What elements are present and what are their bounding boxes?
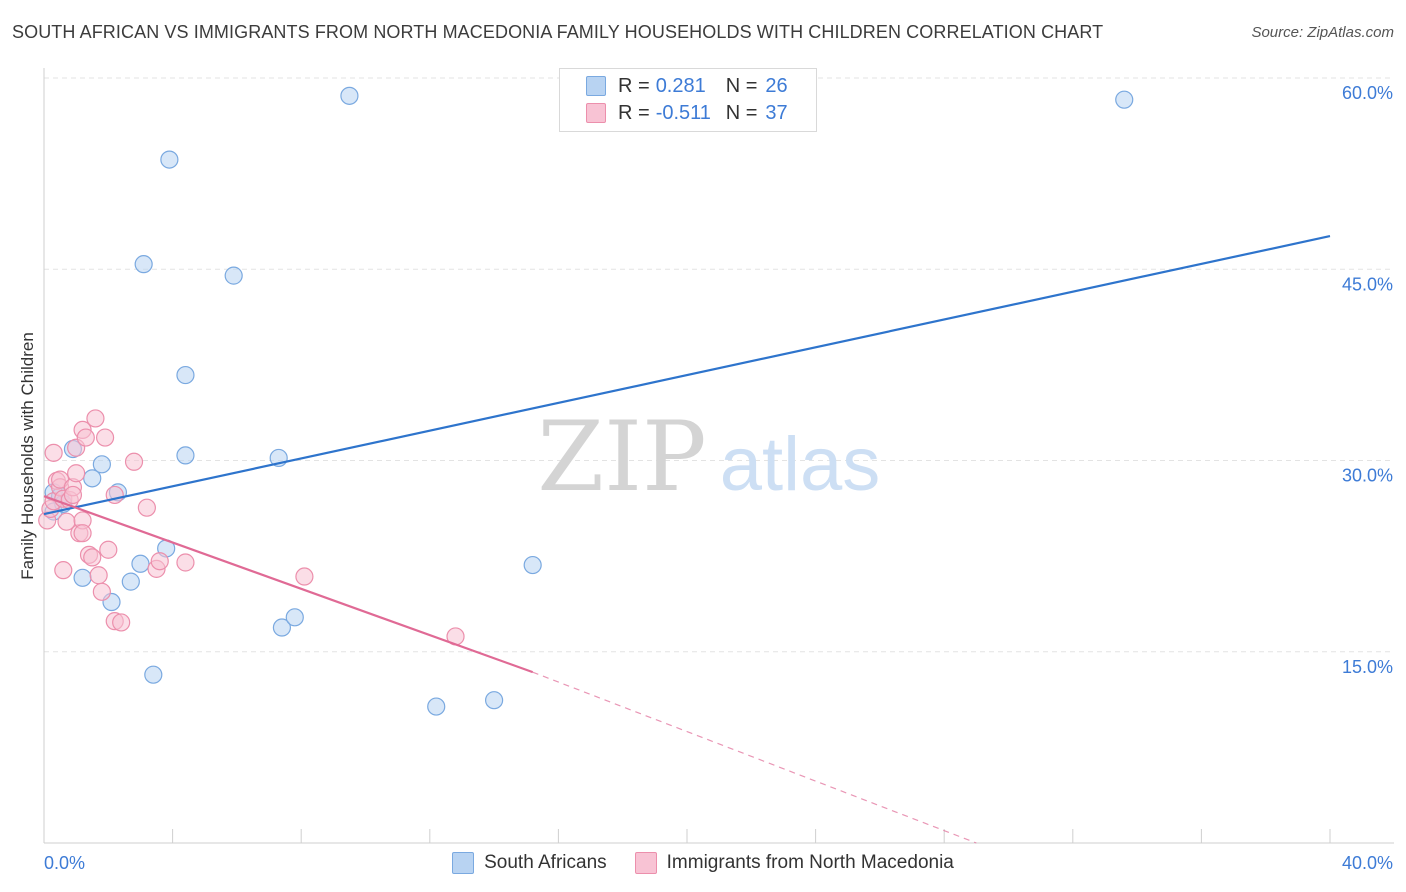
north-macedonia-point — [73, 524, 92, 543]
north-macedonia-point — [124, 452, 144, 471]
grid-lines — [44, 77, 1394, 653]
south-african-point — [144, 665, 163, 684]
chart-title: SOUTH AFRICAN VS IMMIGRANTS FROM NORTH M… — [12, 22, 1104, 42]
legend-n-label: N = — [725, 101, 758, 124]
legend-label: Immigrants from North Macedonia — [666, 852, 954, 873]
south-african-point — [134, 255, 153, 274]
south-african-trend-line — [43, 235, 1331, 516]
legend-n-value: 37 — [765, 101, 788, 124]
north-macedonia-point — [54, 561, 73, 580]
north-macedonia-point — [150, 552, 169, 571]
north-macedonia-point — [67, 464, 86, 483]
south-african-point — [1115, 90, 1134, 109]
y-tick-label: 30.0% — [1342, 466, 1393, 486]
south-african-point — [523, 555, 542, 575]
y-tick-label: 45.0% — [1342, 274, 1393, 294]
south-african-point — [92, 455, 111, 474]
south-african-point — [340, 86, 359, 105]
north-macedonia-point — [83, 548, 102, 567]
south-african-point — [176, 365, 195, 385]
north-macedonia-point — [63, 485, 83, 505]
north-macedonia-point — [92, 582, 111, 601]
data-points — [38, 86, 1134, 716]
legend-r-value: -0.511 — [655, 101, 711, 124]
south-african-point — [131, 554, 150, 573]
legend-n-value: 26 — [765, 74, 788, 97]
series-legend: South Africans Immigrants from North Mac… — [0, 852, 1406, 874]
x-tick-label: 40.0% — [1342, 853, 1393, 873]
legend-swatch-blue — [452, 852, 475, 874]
legend-r-value: 0.281 — [655, 74, 706, 97]
x-tick-label: 0.0% — [44, 853, 85, 873]
north-macedonia-trend-line — [43, 495, 534, 674]
south-african-point — [121, 572, 140, 591]
legend-n-label: N = — [725, 74, 758, 97]
south-african-point — [427, 697, 446, 716]
watermark-atlas: atlas — [720, 422, 881, 507]
south-african-point — [73, 568, 92, 587]
north-macedonia-point — [95, 428, 115, 447]
north-macedonia-point — [295, 567, 314, 586]
south-african-point — [83, 469, 102, 488]
axes — [43, 68, 1394, 844]
legend-item-south-africans: South Africans — [452, 852, 607, 874]
legend-swatch-pink — [586, 103, 606, 123]
legend-r-label: R = — [618, 101, 650, 124]
south-african-point — [176, 446, 195, 465]
legend-swatch-pink — [634, 852, 657, 874]
north-macedonia-point — [44, 443, 63, 462]
south-african-point — [224, 266, 243, 285]
north-macedonia-point — [176, 553, 195, 572]
south-african-point — [285, 608, 304, 627]
watermark: ZIP atlas — [537, 401, 880, 513]
legend-row-north-macedonia: R = -0.511 N = 37 — [586, 100, 788, 126]
south-african-point — [272, 618, 292, 637]
south-african-point — [485, 691, 504, 710]
watermark-zip: ZIP — [537, 401, 706, 513]
north-macedonia-point — [76, 428, 95, 447]
north-macedonia-point — [99, 540, 118, 559]
y-tick-label: 60.0% — [1342, 83, 1393, 103]
north-macedonia-point — [112, 613, 131, 632]
y-tick-label: 15.0% — [1342, 657, 1393, 677]
legend-item-north-macedonia: Immigrants from North Macedonia — [634, 852, 954, 874]
north-macedonia-point — [86, 409, 105, 428]
north-macedonia-point — [137, 498, 156, 517]
tick-labels: 15.0% 30.0% 45.0% 60.0% 0.0% 40.0% — [44, 83, 1393, 873]
legend-row-south-africans: R = 0.281 N = 26 — [586, 73, 788, 99]
south-african-point — [160, 150, 179, 169]
trend-lines — [43, 235, 1331, 844]
source-label: Source: ZipAtlas.com — [1251, 24, 1394, 41]
legend-swatch-blue — [586, 76, 606, 96]
north-macedonia-trend-extension — [532, 671, 977, 844]
correlation-legend: R = 0.281 N = 26 R = -0.511 N = 37 — [559, 68, 817, 132]
north-macedonia-point — [89, 566, 108, 585]
legend-label: South Africans — [484, 852, 607, 873]
legend-r-label: R = — [618, 74, 650, 97]
